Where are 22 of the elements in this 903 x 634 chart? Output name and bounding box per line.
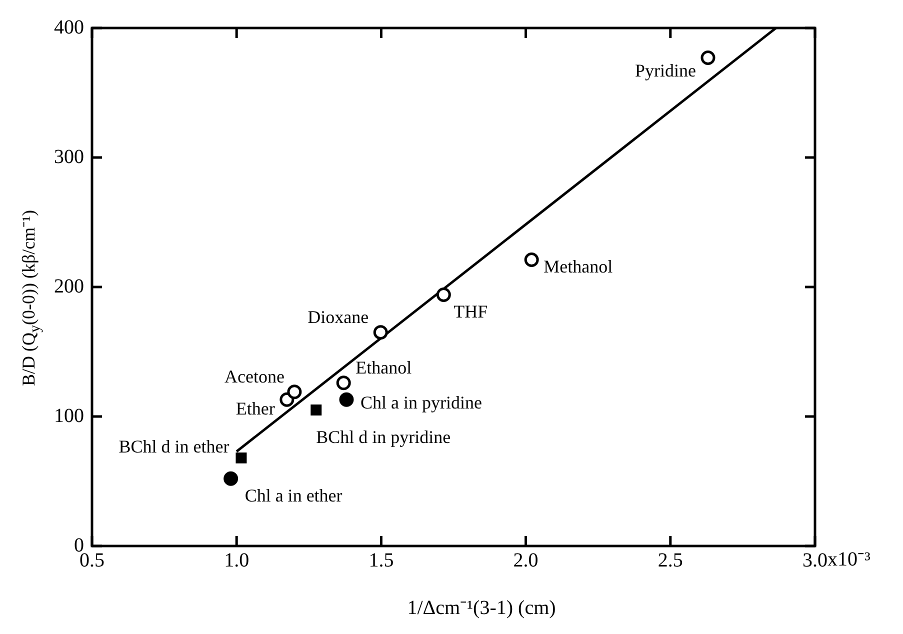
y-tick-label: 300 bbox=[54, 146, 84, 168]
annotation: Chl a in pyridine bbox=[360, 392, 482, 412]
y-tick-label: 200 bbox=[54, 275, 84, 298]
annotation: Dioxane bbox=[308, 307, 369, 328]
x-tick-label: 3.0 bbox=[802, 549, 828, 572]
x-tick-label: 2.5 bbox=[658, 549, 683, 572]
x-tick-label: 1.0 bbox=[224, 549, 250, 572]
annotation: Ether bbox=[236, 398, 275, 418]
text: x10⁻³ bbox=[828, 548, 870, 570]
annotation: Chl a in ether bbox=[244, 485, 342, 506]
annotation: BChl d in pyridine bbox=[316, 426, 451, 447]
x-axis-title: 1/Δcm⁻¹(3-1) (cm) bbox=[406, 596, 557, 620]
y-tick-label: 400 bbox=[54, 16, 84, 38]
annotation: Methanol bbox=[544, 256, 613, 277]
annotation: BChl d in ether bbox=[118, 436, 230, 457]
annotation: Acetone bbox=[224, 366, 284, 387]
annotation: Pyridine bbox=[634, 60, 696, 81]
y-tick-label: 100 bbox=[54, 404, 84, 427]
annotation: Ethanol bbox=[356, 358, 412, 378]
annotation: THF bbox=[454, 302, 488, 322]
x-tick-label: 2.0 bbox=[513, 549, 538, 572]
x-tick-label: 1.5 bbox=[368, 549, 394, 572]
